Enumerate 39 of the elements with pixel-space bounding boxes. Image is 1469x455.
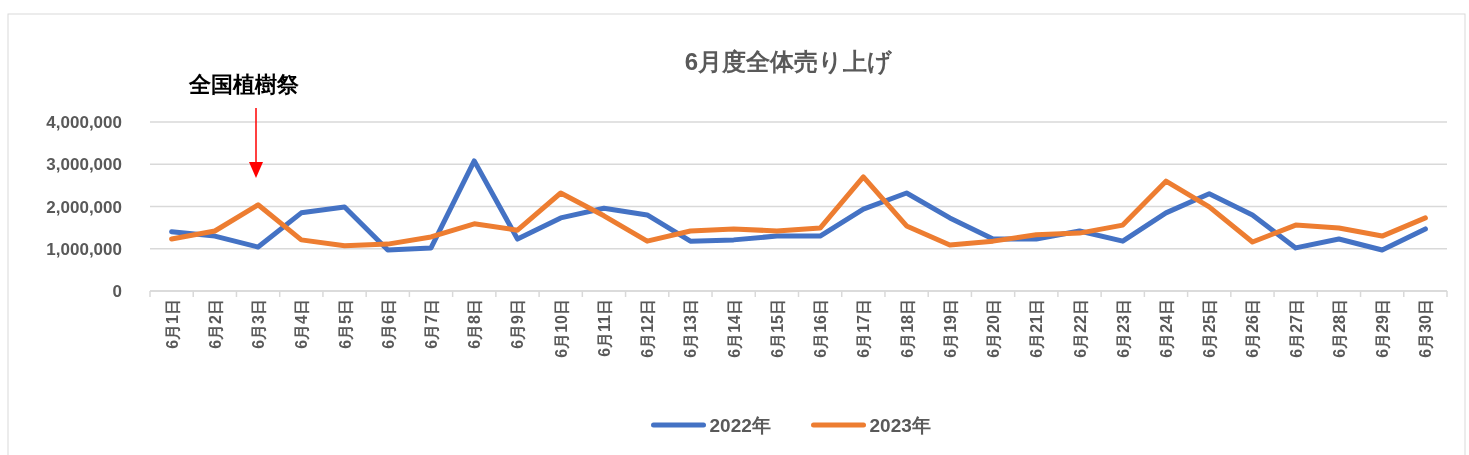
x-tick-label: 6月29日 (1374, 299, 1392, 358)
x-tick-label: 6月27日 (1287, 299, 1305, 358)
x-tick-label: 6月3日 (250, 299, 268, 349)
x-tick-label: 6月30日 (1417, 299, 1435, 358)
y-tick-label: 1,000,000 (46, 239, 122, 259)
chart-title: 6月度全体売り上げ (684, 48, 894, 75)
y-tick-label: 4,000,000 (46, 113, 122, 132)
x-tick-label: 6月19日 (941, 299, 959, 358)
x-tick-label: 6月12日 (639, 299, 657, 358)
x-tick-label: 6月7日 (423, 299, 441, 349)
x-tick-label: 6月10日 (552, 299, 570, 358)
x-tick-label: 6月16日 (812, 299, 830, 358)
x-tick-label: 6月24日 (1157, 299, 1175, 358)
x-tick-label: 6月28日 (1330, 299, 1348, 358)
text: 全国植樹祭 (188, 72, 300, 97)
x-tick-label: 6月13日 (682, 299, 700, 358)
x-tick-label: 6月1日 (163, 299, 181, 349)
y-tick-label: 3,000,000 (46, 155, 122, 175)
x-tick-label: 6月25日 (1201, 299, 1219, 358)
x-tick-label: 6月14日 (725, 299, 743, 358)
x-tick-label: 6月17日 (855, 299, 873, 358)
x-tick-label: 6月2日 (206, 299, 224, 349)
legend-label: 2023年 (869, 415, 931, 436)
x-tick-label: 6月26日 (1244, 299, 1262, 358)
x-tick-label: 6月5日 (336, 299, 354, 349)
x-tick-label: 6月8日 (466, 299, 484, 349)
x-tick-label: 6月18日 (898, 299, 916, 358)
x-tick-label: 6月4日 (293, 299, 311, 349)
legend-label: 2022年 (709, 415, 771, 436)
x-tick-label: 6月11日 (595, 299, 613, 357)
x-tick-label: 6月22日 (1071, 299, 1089, 358)
y-tick-label: 2,000,000 (46, 197, 122, 217)
y-tick-label: 0 (112, 282, 122, 301)
x-tick-label: 6月15日 (768, 299, 786, 358)
x-tick-label: 6月9日 (509, 299, 527, 349)
x-tick-label: 6月21日 (1028, 299, 1046, 358)
x-tick-label: 6月23日 (1114, 299, 1132, 358)
x-tick-label: 6月6日 (379, 299, 397, 349)
x-tick-label: 6月20日 (985, 299, 1003, 358)
